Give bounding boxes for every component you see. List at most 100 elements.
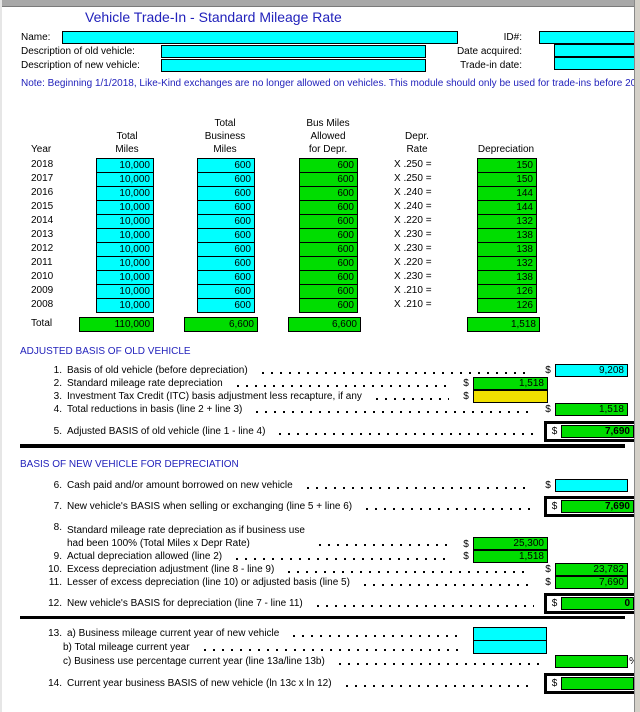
table-row: 2018 10,000 600 600 X .250 = 150 <box>0 158 640 173</box>
year-cell: 2008 <box>31 299 54 310</box>
business-miles-input[interactable]: 600 <box>197 256 255 271</box>
dollar-sign: $ <box>463 539 469 550</box>
line-9-value-calc: 1,518 <box>473 550 548 563</box>
line-4-number: 4. <box>53 404 62 415</box>
business-miles-input[interactable]: 600 <box>197 298 255 313</box>
business-miles-input[interactable]: 600 <box>197 186 255 201</box>
business-miles-input[interactable]: 600 <box>197 200 255 215</box>
line-5: 5. Adjusted BASIS of old vehicle (line 1… <box>42 420 638 442</box>
date-acquired-input[interactable] <box>554 44 635 57</box>
line-3-value-input[interactable] <box>473 390 548 403</box>
line-7: 7. New vehicle's BASIS when selling or e… <box>42 495 638 517</box>
mileage-table-body: 2018 10,000 600 600 X .250 = 150 2017 10… <box>0 158 640 313</box>
new-desc-input[interactable] <box>161 59 426 72</box>
line-13b-label: b) Total mileage current year <box>63 641 190 653</box>
id-label: ID#: <box>503 32 522 43</box>
depreciation-column-header: Depreciation <box>477 144 535 155</box>
dollar-sign: $ <box>551 597 558 609</box>
total-miles-input[interactable]: 10,000 <box>96 158 154 173</box>
line-1-value-input[interactable]: 9,208 <box>555 364 628 377</box>
bus-miles-calc: 600 <box>299 256 358 271</box>
business-miles-input[interactable]: 600 <box>197 284 255 299</box>
page-title: Vehicle Trade-In - Standard Mileage Rate <box>85 9 342 25</box>
depr-rate-label: X .230 = <box>394 243 432 254</box>
line-13b-value-input[interactable] <box>473 640 547 654</box>
dot-leader <box>236 558 449 560</box>
line-7-number: 7. <box>53 500 62 512</box>
bus-miles-calc: 600 <box>299 242 358 257</box>
date-acquired-label: Date acquired: <box>456 46 522 57</box>
table-row: 2010 10,000 600 600 X .230 = 138 <box>0 270 640 285</box>
total-miles-input[interactable]: 10,000 <box>96 284 154 299</box>
bus-miles-calc: 600 <box>299 270 358 285</box>
total-miles-input[interactable]: 10,000 <box>96 270 154 285</box>
dot-leader <box>261 372 531 374</box>
window-top-edge <box>0 0 640 7</box>
total-miles-input[interactable]: 10,000 <box>96 242 154 257</box>
total-miles-input[interactable]: 10,000 <box>96 172 154 187</box>
table-row: 2016 10,000 600 600 X .240 = 144 <box>0 186 640 201</box>
business-miles-input[interactable]: 600 <box>197 158 255 173</box>
year-cell: 2012 <box>31 243 54 254</box>
section-divider <box>20 444 625 448</box>
line-8-number: 8. <box>53 522 62 533</box>
dollar-sign: $ <box>545 479 551 491</box>
depreciation-calc: 150 <box>477 158 537 173</box>
dot-leader <box>256 411 531 413</box>
trade-in-date-label: Trade-in date: <box>460 60 522 71</box>
bus-miles-column-header: Bus Miles Allowed for Depr. <box>306 118 350 155</box>
total-miles-input[interactable]: 10,000 <box>96 298 154 313</box>
total-miles-input[interactable]: 10,000 <box>96 228 154 243</box>
year-cell: 2013 <box>31 229 54 240</box>
window-right-edge <box>634 0 640 712</box>
depr-rate-column-header: Depr. Rate <box>405 131 429 155</box>
table-row: 2012 10,000 600 600 X .230 = 138 <box>0 242 640 257</box>
depreciation-calc: 126 <box>477 298 537 313</box>
depreciation-calc: 138 <box>477 228 537 243</box>
total-miles-input[interactable]: 10,000 <box>96 214 154 229</box>
line-5-number: 5. <box>53 425 62 437</box>
total-miles-input[interactable]: 10,000 <box>96 186 154 201</box>
bus-miles-calc: 600 <box>299 186 358 201</box>
new-desc-label: Description of new vehicle: <box>21 60 140 71</box>
old-desc-input[interactable] <box>161 45 426 58</box>
line-1-number: 1. <box>53 365 62 376</box>
year-cell: 2009 <box>31 285 54 296</box>
line-11-label: Lesser of excess depreciation (line 10) … <box>67 577 350 588</box>
total-miles-input[interactable]: 10,000 <box>96 200 154 215</box>
business-miles-input[interactable]: 600 <box>197 214 255 229</box>
table-row: 2009 10,000 600 600 X .210 = 126 <box>0 284 640 299</box>
line-9-label: Actual depreciation allowed (line 2) <box>67 551 223 562</box>
trade-in-date-input[interactable] <box>554 57 635 70</box>
business-miles-input[interactable]: 600 <box>197 228 255 243</box>
line-1-label: Basis of old vehicle (before depreciatio… <box>67 365 248 376</box>
bus-miles-calc: 600 <box>299 200 358 215</box>
business-miles-input[interactable]: 600 <box>197 270 255 285</box>
total-miles-input[interactable]: 10,000 <box>96 256 154 271</box>
line-11-number: 11. <box>48 577 62 588</box>
business-miles-input[interactable]: 600 <box>197 172 255 187</box>
line-8: 8. Standard mileage rate depreciation as… <box>42 522 638 550</box>
line-10-number: 10. <box>48 564 62 575</box>
line-13a-value-input[interactable] <box>473 626 547 641</box>
business-miles-input[interactable]: 600 <box>197 242 255 257</box>
dot-leader <box>306 486 531 489</box>
line-1: 1. Basis of old vehicle (before deprecia… <box>42 364 638 377</box>
depr-rate-label: X .240 = <box>394 187 432 198</box>
line-11: 11. Lesser of excess depreciation (line … <box>42 576 638 589</box>
depr-rate-label: X .210 = <box>394 285 432 296</box>
bus-miles-calc: 600 <box>299 158 358 173</box>
depreciation-calc: 144 <box>477 186 537 201</box>
line-6-value-input[interactable] <box>555 478 628 492</box>
depreciation-calc: 126 <box>477 284 537 299</box>
name-input[interactable] <box>62 31 458 44</box>
line-7-result-frame: $ 7,690 <box>544 495 638 517</box>
percent-sign: % <box>628 656 638 667</box>
dollar-sign: $ <box>551 500 558 512</box>
id-input[interactable] <box>539 31 635 44</box>
depr-rate-label: X .240 = <box>394 201 432 212</box>
line-6-label: Cash paid and/or amount borrowed on new … <box>67 479 293 491</box>
dollar-sign: $ <box>551 677 558 689</box>
depr-rate-label: X .250 = <box>394 173 432 184</box>
year-cell: 2010 <box>31 271 54 282</box>
